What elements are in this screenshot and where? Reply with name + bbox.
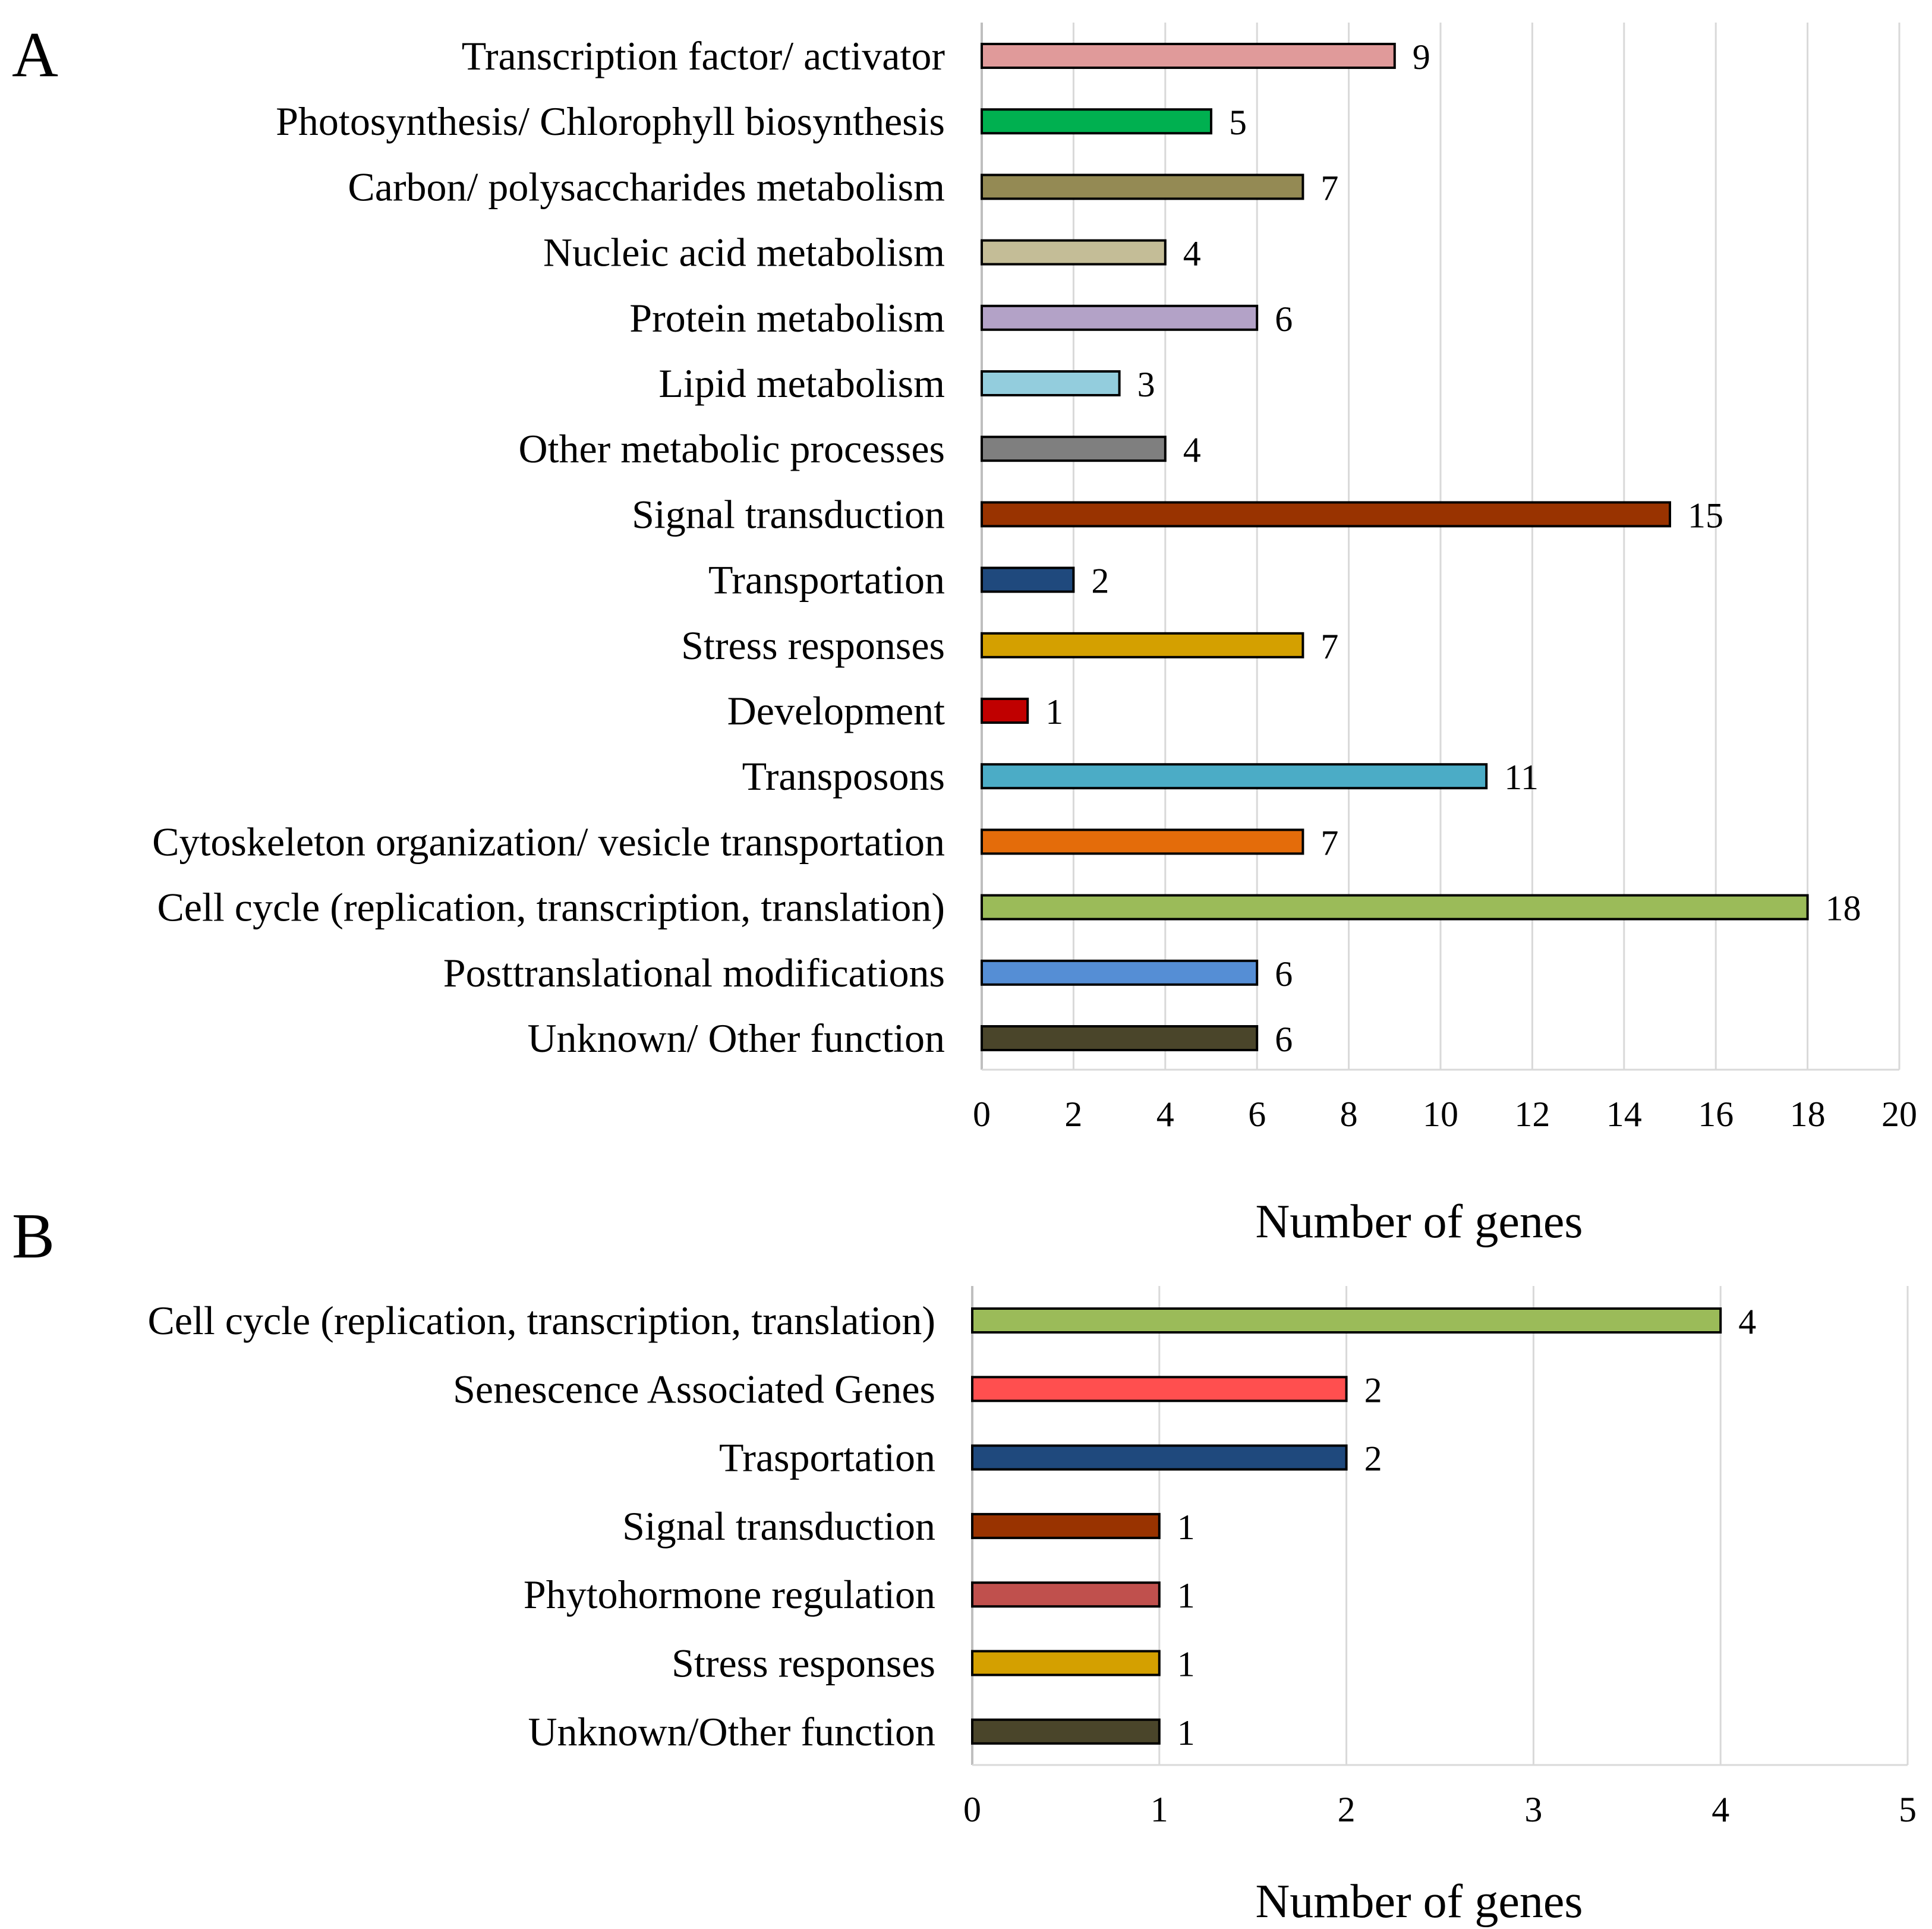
bar-a xyxy=(981,436,1167,462)
x-tick-label-b: 1 xyxy=(1151,1790,1168,1829)
data-label-a: 7 xyxy=(1320,168,1338,207)
x-tick-label-a: 14 xyxy=(1606,1095,1642,1134)
bar-a xyxy=(981,370,1121,396)
x-tick-label-a: 8 xyxy=(1340,1095,1358,1134)
x-tick-label-a: 4 xyxy=(1156,1095,1174,1134)
data-label-a: 2 xyxy=(1091,562,1109,601)
data-label-b: 4 xyxy=(1738,1302,1756,1341)
category-label-a: Posttranslational modifications xyxy=(443,950,945,995)
category-label-a: Transcription factor/ activator xyxy=(462,33,945,78)
x-tick-label-a: 12 xyxy=(1514,1095,1550,1134)
bar-a xyxy=(981,108,1212,135)
bar-b xyxy=(971,1581,1161,1608)
data-label-a: 4 xyxy=(1183,234,1201,273)
data-label-b: 1 xyxy=(1177,1713,1195,1753)
category-label-a: Transportation xyxy=(708,557,945,603)
bar-a xyxy=(981,501,1671,528)
category-label-b: Unknown/Other function xyxy=(528,1709,935,1754)
bar-a xyxy=(981,304,1259,331)
x-tick-label-b: 4 xyxy=(1712,1790,1729,1829)
bar-b xyxy=(971,1718,1161,1745)
category-label-b: Trasportation xyxy=(719,1435,935,1480)
category-label-a: Unknown/ Other function xyxy=(527,1016,945,1061)
category-label-a: Development xyxy=(727,688,945,733)
data-label-a: 6 xyxy=(1275,300,1293,339)
category-label-b: Senescence Associated Genes xyxy=(453,1366,935,1411)
category-label-a: Carbon/ polysaccharides metabolism xyxy=(348,164,945,209)
x-tick-label-b: 2 xyxy=(1338,1790,1356,1829)
bar-a xyxy=(981,894,1809,921)
panel-label-a: A xyxy=(12,20,58,90)
panel-b-bar-chart: B 0 1 2 3 4 5 Cell cycle (replication, transcri… xyxy=(12,1201,1917,1928)
bar-a xyxy=(981,43,1396,69)
x-tick-label-a: 18 xyxy=(1790,1095,1826,1134)
bar-b xyxy=(971,1376,1348,1402)
data-label-a: 18 xyxy=(1826,889,1861,928)
bar-a xyxy=(981,632,1304,658)
bar-a xyxy=(981,239,1167,266)
data-label-a: 5 xyxy=(1229,103,1247,142)
category-label-a: Transposons xyxy=(742,754,945,799)
bar-a xyxy=(981,566,1075,593)
x-tick-label-b: 5 xyxy=(1899,1790,1917,1829)
data-label-a: 6 xyxy=(1275,954,1293,994)
data-label-a: 3 xyxy=(1137,365,1155,404)
bar-a xyxy=(981,763,1488,790)
bar-b xyxy=(971,1512,1161,1539)
data-label-a: 7 xyxy=(1320,823,1338,862)
x-tick-label-a: 16 xyxy=(1698,1095,1734,1134)
data-label-a: 9 xyxy=(1413,37,1430,77)
data-label-b: 1 xyxy=(1177,1508,1195,1547)
category-label-a: Stress responses xyxy=(681,623,945,668)
bar-a xyxy=(981,698,1029,724)
category-label-a: Nucleic acid metabolism xyxy=(543,230,945,275)
data-label-a: 15 xyxy=(1688,496,1723,535)
category-label-a: Signal transduction xyxy=(632,491,945,537)
category-label-a: Cell cycle (replication, transcription, … xyxy=(157,885,945,930)
data-label-a: 11 xyxy=(1504,758,1539,797)
data-label-a: 7 xyxy=(1320,627,1338,666)
category-label-a: Photosynthesis/ Chlorophyll biosynthesis xyxy=(276,99,945,144)
category-label-a: Protein metabolism xyxy=(629,295,945,341)
x-tick-label-a: 6 xyxy=(1248,1095,1266,1134)
x-tick-label-a: 2 xyxy=(1064,1095,1082,1134)
x-tick-label-a: 0 xyxy=(973,1095,991,1134)
data-label-a: 6 xyxy=(1275,1020,1293,1059)
data-label-b: 1 xyxy=(1177,1576,1195,1615)
bar-a xyxy=(981,174,1304,200)
data-label-a: 1 xyxy=(1045,692,1063,732)
x-axis-title-b: Number of genes xyxy=(1256,1876,1583,1928)
category-label-a: Cytoskeleton organization/ vesicle trans… xyxy=(152,819,945,864)
bar-a xyxy=(981,828,1304,855)
data-label-b: 1 xyxy=(1177,1645,1195,1684)
bar-b xyxy=(971,1444,1348,1471)
category-label-b: Cell cycle (replication, transcription, … xyxy=(147,1298,935,1343)
x-axis-title-a: Number of genes xyxy=(1256,1196,1583,1248)
category-label-a: Lipid metabolism xyxy=(658,361,945,406)
bar-a xyxy=(981,959,1259,986)
bar-b xyxy=(971,1650,1161,1676)
x-tick-label-a: 10 xyxy=(1423,1095,1458,1134)
category-label-a: Other metabolic processes xyxy=(518,426,945,471)
data-label-b: 2 xyxy=(1364,1370,1382,1410)
x-tick-label-a: 20 xyxy=(1881,1095,1917,1134)
bar-b xyxy=(971,1307,1722,1334)
category-label-b: Phytohormone regulation xyxy=(524,1572,935,1617)
x-tick-label-b: 0 xyxy=(963,1790,981,1829)
category-label-b: Stress responses xyxy=(672,1641,935,1686)
panel-label-b: B xyxy=(12,1201,55,1272)
data-label-b: 2 xyxy=(1364,1439,1382,1479)
x-tick-label-b: 3 xyxy=(1524,1790,1542,1829)
data-label-a: 4 xyxy=(1183,430,1201,469)
category-label-b: Signal transduction xyxy=(622,1504,935,1549)
bar-a xyxy=(981,1025,1259,1051)
